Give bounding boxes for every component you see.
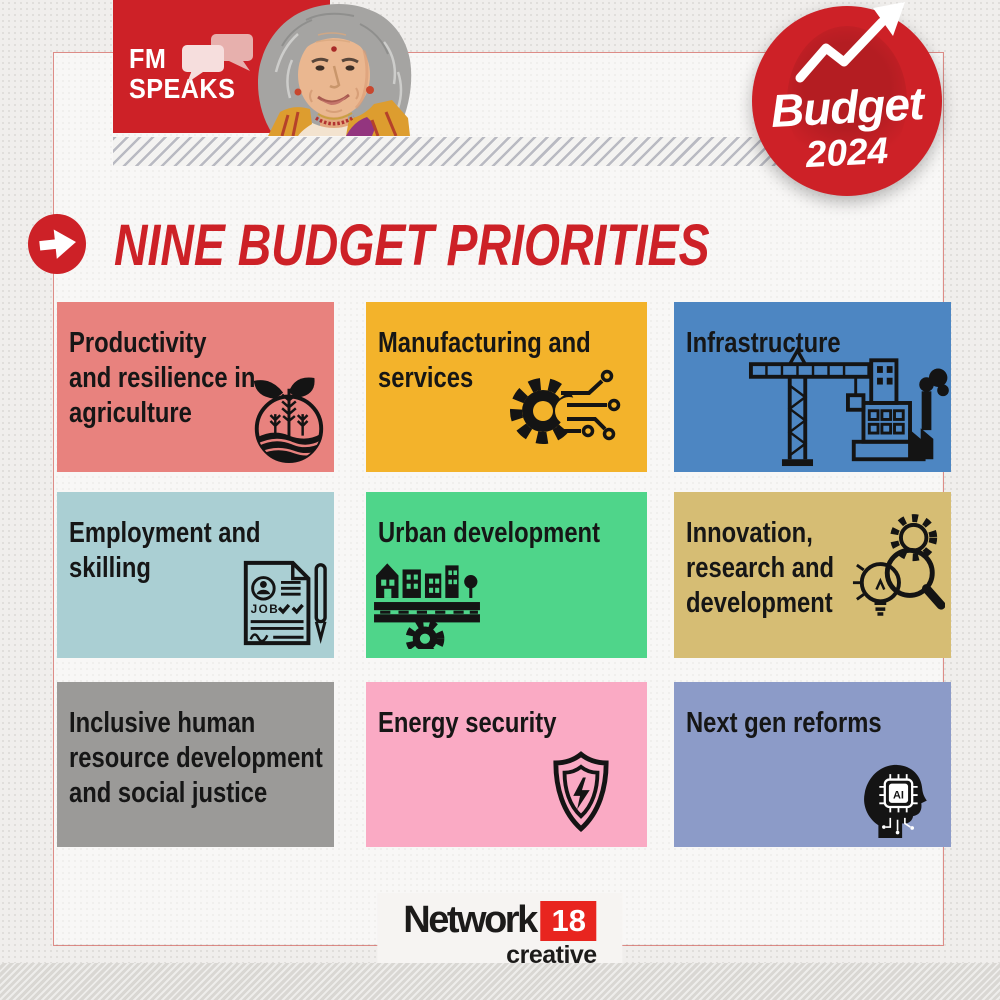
card-label: Energy security <box>378 707 557 739</box>
logo-18-box: 18 <box>540 900 597 941</box>
card-label: Next gen reforms <box>686 707 882 739</box>
card-label: Inclusive human resource development and… <box>69 707 323 809</box>
finance-minister-portrait <box>246 2 432 136</box>
card-label: Manufacturing and services <box>378 327 591 394</box>
card-innovation: Innovation, research and development <box>674 492 951 658</box>
city-road-gear-icon <box>372 551 482 659</box>
fm-speaks-label: FM SPEAKS <box>129 44 235 104</box>
shield-bolt-icon <box>551 750 611 839</box>
growth-arrow-icon <box>790 0 925 101</box>
card-agriculture: Productivity and resilience in agricultu… <box>57 302 334 472</box>
card-energy-security: Energy security <box>366 682 647 847</box>
card-inclusive-hrd: Inclusive human resource development and… <box>57 682 334 847</box>
svg-text:AI: AI <box>893 789 904 801</box>
fm-line: FM <box>129 43 167 74</box>
network18-logo: Network 18 creative <box>377 893 623 972</box>
speaks-line: SPEAKS <box>129 73 236 104</box>
emblem-watermark <box>787 26 907 176</box>
crane-factory-icon <box>743 337 949 472</box>
bottom-texture-band <box>0 963 1000 1000</box>
budget-2024-badge: Budget 2024 <box>752 2 942 196</box>
chat-bubbles-icon <box>179 32 257 91</box>
card-infrastructure: Infrastructure <box>674 302 951 472</box>
svg-text:JOB: JOB <box>251 603 280 616</box>
card-urban-development: Urban development <box>366 492 647 659</box>
card-label: Employment and skilling <box>69 517 261 584</box>
card-manufacturing: Manufacturing and services <box>366 302 647 472</box>
job-document-icon: JOB <box>234 557 330 654</box>
gear-circuit-icon <box>509 359 627 456</box>
wheat-plant-icon <box>246 375 330 470</box>
ai-head-icon: AI <box>857 754 929 843</box>
page-title: NINE BUDGET PRIORITIES <box>114 213 710 278</box>
card-label: Urban development <box>378 517 600 549</box>
arrow-right-badge-icon <box>28 214 86 274</box>
card-next-gen-reforms: Next gen reforms AI <box>674 682 951 847</box>
diagonal-stripe-band <box>113 137 863 166</box>
card-label: Productivity and resilience in agricultu… <box>69 327 256 429</box>
card-label: Infrastructure <box>686 327 841 359</box>
bulb-magnifier-gear-icon <box>851 512 946 627</box>
card-employment: Employment and skilling JOB <box>57 492 334 658</box>
network-wordmark: Network <box>403 899 538 941</box>
card-label: Innovation, research and development <box>686 517 835 619</box>
